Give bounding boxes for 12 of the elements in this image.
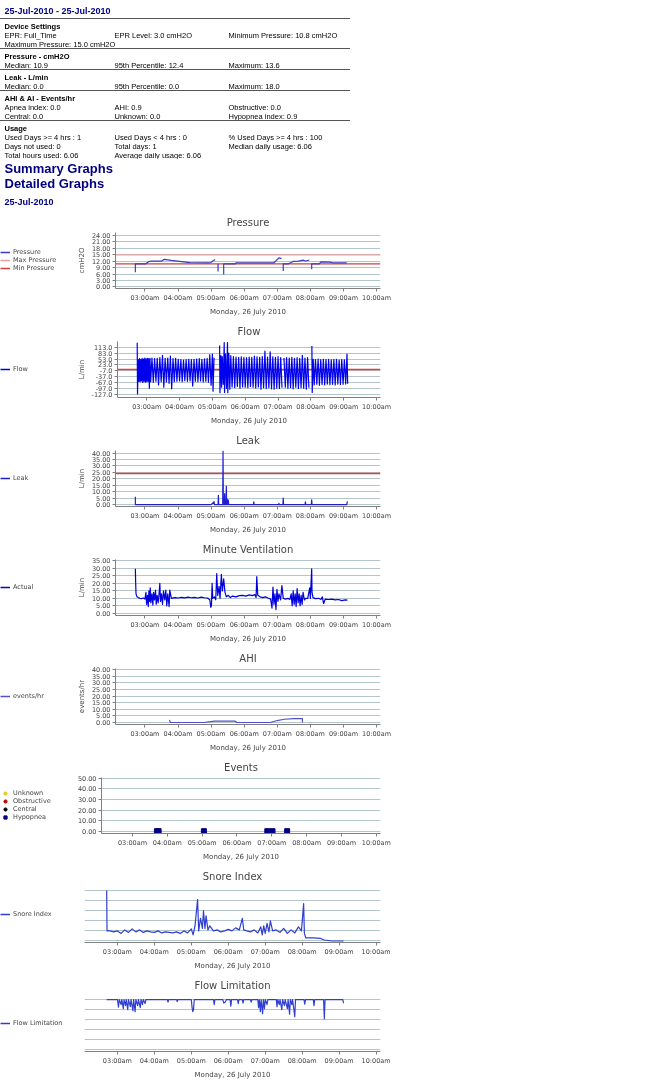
chart-title: Snore Index: [202, 870, 263, 882]
chart-title: AHI: [239, 652, 257, 664]
text: 25-Jul-2010: [4, 196, 54, 207]
text: Summary Graphs: [4, 160, 113, 176]
chart-title: Events: [224, 761, 258, 773]
chart-title: Pressure: [226, 216, 270, 228]
chart-title: Minute Ventilation: [202, 543, 294, 555]
text: 25-Jul-2010 - 25-Jul-2010: [4, 5, 111, 16]
chart-title: Flow Limitation: [194, 979, 271, 991]
text: Detailed Graphs: [4, 175, 105, 191]
chart-title: Leak: [236, 434, 260, 446]
chart-title: Flow: [237, 325, 261, 337]
